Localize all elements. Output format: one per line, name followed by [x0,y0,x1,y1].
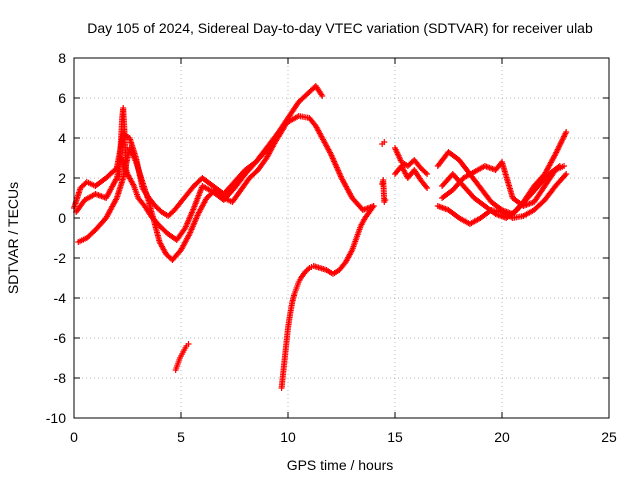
y-axis: -10 -8 -6 -4 -2 0 2 4 6 8 [46,50,609,426]
series-track-i [392,145,431,177]
data-point [382,197,389,203]
data-point [123,171,130,177]
series-track-g [379,139,388,147]
x-tick-label: 20 [494,429,510,445]
y-tick-label: 4 [58,130,66,146]
data-point [422,169,429,176]
y-tick-label: 0 [58,210,66,226]
data-point [280,125,287,131]
data-point [424,171,431,177]
series-track-n [439,163,563,221]
y-tick-label: -4 [54,290,67,306]
x-tick-label: 0 [70,429,78,445]
series-track-j [392,163,431,191]
y-axis-label: SDTVAR / TECUs [5,182,21,294]
data-point [185,341,192,347]
data-point [381,139,388,145]
x-tick-label: 10 [280,429,296,445]
series-track-f [278,203,377,391]
y-tick-label: -2 [54,250,67,266]
series-track-e [172,341,192,373]
y-tick-label: -10 [46,410,66,426]
plot-frame [73,57,610,419]
data-point [556,163,563,169]
data-point [563,129,570,135]
data-point [319,93,326,99]
x-axis-label: GPS time / hours [287,457,394,473]
y-tick-label: -6 [54,330,67,346]
series-track-l [439,159,568,209]
data-point [562,172,569,179]
x-tick-label: 5 [177,429,185,445]
data-marks [71,83,570,391]
data-point [423,183,430,190]
data-point [370,203,377,209]
x-tick-label: 15 [387,429,403,445]
y-tick-label: 2 [58,170,66,186]
y-tick-label: -8 [54,370,67,386]
x-tick-label: 25 [601,429,617,445]
chart-title: Day 105 of 2024, Sidereal Day-to-day VTE… [87,20,593,36]
data-point [563,171,570,177]
data-point [555,164,562,170]
series-track-b [73,83,326,243]
data-point [424,185,431,191]
series-track-h [379,177,389,205]
series-track-c [75,125,287,263]
y-tick-label: 6 [58,90,66,106]
x-axis: 0 5 10 15 20 25 [70,58,617,445]
grid [74,58,609,418]
y-tick-label: 8 [58,50,66,66]
series-track-d [115,105,130,181]
